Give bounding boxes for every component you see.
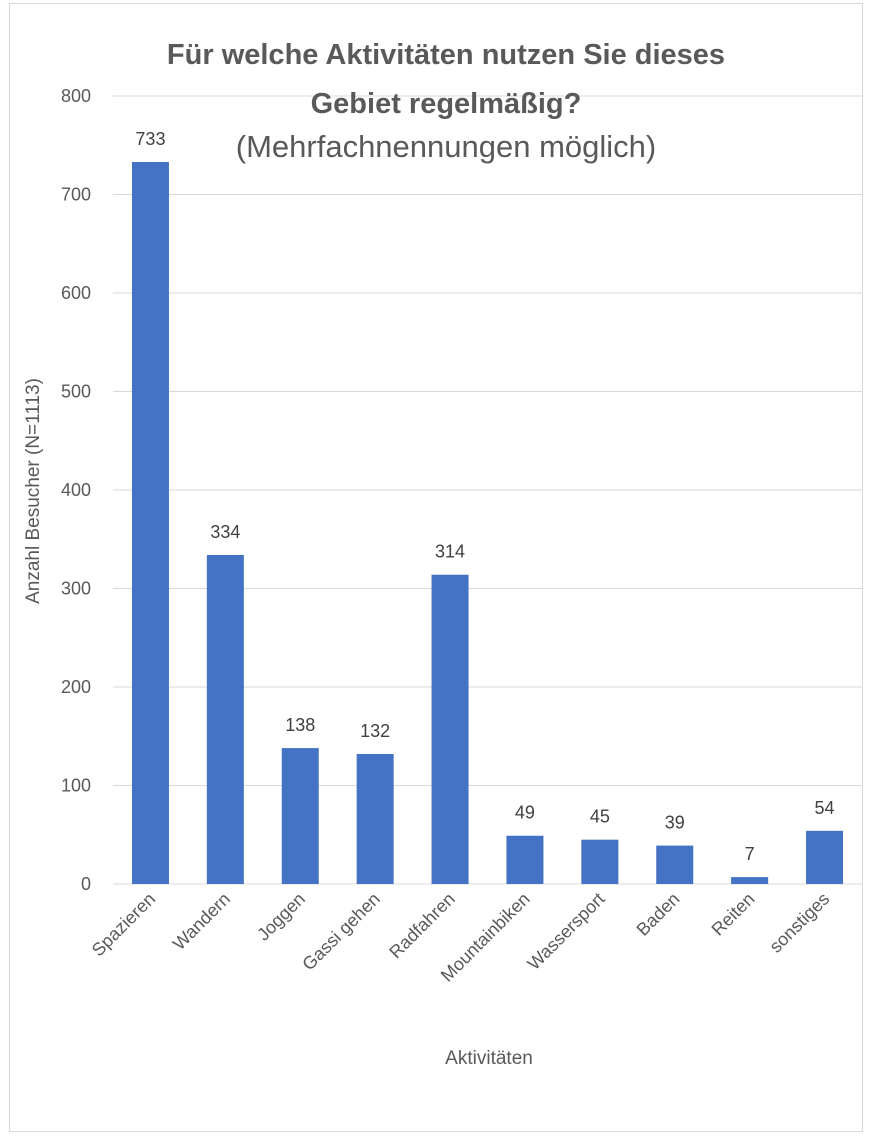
x-tick-label: Joggen: [253, 889, 309, 945]
data-label: 45: [590, 807, 610, 827]
data-label: 138: [285, 715, 315, 735]
data-label: 7: [745, 844, 755, 864]
bar-wassersport: [581, 839, 619, 884]
y-tick-label: 100: [61, 776, 91, 796]
chart-subtitle: (Mehrfachnennungen möglich): [236, 129, 656, 164]
x-tick-label: Wassersport: [524, 889, 609, 974]
y-tick-label: 600: [61, 283, 91, 303]
x-tick-label: Wandern: [169, 889, 234, 954]
y-tick-label: 200: [61, 677, 91, 697]
bars: [131, 161, 844, 884]
y-axis-title: Anzahl Besucher (N=1113): [23, 378, 44, 604]
y-tick-label: 800: [61, 86, 91, 106]
y-tick-labels: 0 100 200 300 400 500 600 700 800: [61, 86, 91, 894]
bar-gassi-gehen: [356, 753, 394, 884]
x-tick-label: Gassi gehen: [298, 889, 384, 975]
x-tick-label: Reiten: [708, 889, 759, 940]
bar-wandern: [206, 555, 244, 884]
x-tick-label: Baden: [633, 889, 684, 940]
x-tick-label: Radfahren: [385, 889, 459, 963]
data-label: 54: [815, 798, 835, 818]
bar-mountainbiken: [506, 835, 544, 884]
x-tick-label: Spazieren: [88, 889, 159, 960]
y-tick-label: 700: [61, 185, 91, 205]
data-label: 334: [210, 522, 240, 542]
bar-radfahren: [431, 574, 469, 884]
data-label: 314: [435, 542, 465, 562]
bar-joggen: [281, 748, 319, 884]
data-label: 132: [360, 721, 390, 741]
y-tick-label: 300: [61, 579, 91, 599]
chart-title-line2: Gebiet regelmäßig?: [311, 88, 582, 120]
bar-sonstiges: [806, 830, 844, 884]
data-label: 49: [515, 803, 535, 823]
y-tick-label: 500: [61, 382, 91, 402]
y-tick-label: 0: [81, 874, 91, 894]
bar-spazieren: [131, 161, 169, 884]
bar-baden: [656, 845, 694, 884]
data-label: 733: [135, 129, 165, 149]
x-tick-label: sonstiges: [765, 889, 833, 957]
chart-title-line1: Für welche Aktivitäten nutzen Sie dieses: [167, 39, 725, 71]
data-labels: 733 334 138 132 314 49 45 39 7 54: [135, 129, 834, 864]
y-tick-label: 400: [61, 480, 91, 500]
x-axis-title: Aktivitäten: [445, 1048, 533, 1069]
data-label: 39: [665, 813, 685, 833]
bar-reiten: [731, 877, 769, 884]
